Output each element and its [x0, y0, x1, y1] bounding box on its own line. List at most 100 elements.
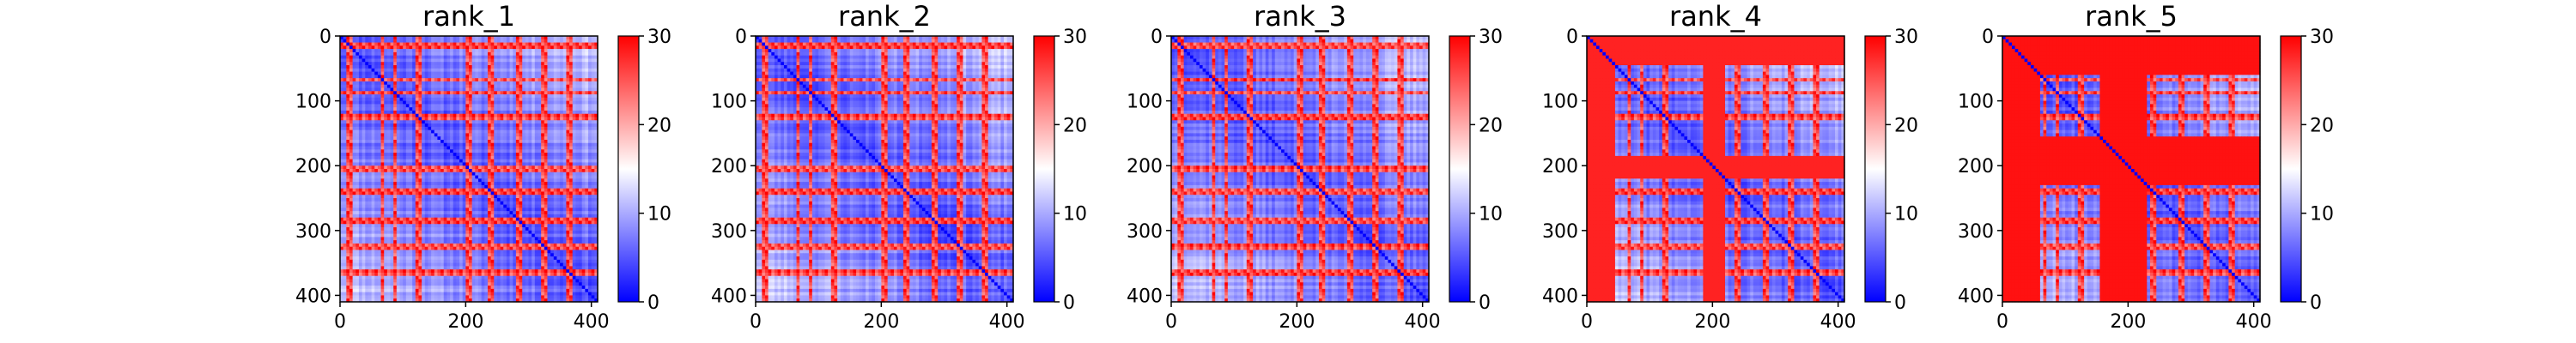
heatmap-cell — [494, 68, 498, 73]
heatmap-cell — [496, 91, 501, 95]
heatmap-cell — [377, 142, 382, 147]
heatmap-cell — [562, 184, 568, 190]
heatmap-cell — [475, 45, 479, 50]
heatmap-cell — [550, 100, 555, 105]
heatmap-cell — [569, 120, 574, 124]
heatmap-cell — [422, 198, 426, 202]
heatmap-cell — [374, 39, 379, 44]
heatmap-cell — [484, 100, 489, 105]
heatmap-cell — [506, 182, 511, 186]
heatmap-cell — [585, 201, 589, 206]
heatmap-cell — [566, 110, 570, 115]
heatmap-cell — [556, 133, 561, 137]
heatmap-cell — [456, 129, 460, 135]
heatmap-cell — [453, 87, 457, 92]
heatmap-cell — [484, 146, 489, 150]
heatmap-cell — [355, 182, 360, 186]
heatmap-cell — [553, 81, 558, 86]
heatmap-cell — [591, 201, 595, 206]
heatmap-cell — [475, 204, 479, 208]
heatmap-cell — [544, 204, 549, 208]
heatmap-cell — [591, 39, 595, 44]
heatmap-cell — [340, 182, 344, 186]
heatmap-cell — [355, 49, 360, 53]
heatmap-cell — [393, 68, 398, 73]
heatmap-cell — [484, 36, 489, 40]
heatmap-cell — [525, 178, 530, 183]
heatmap-cell — [465, 165, 470, 170]
heatmap-cell — [437, 227, 441, 232]
heatmap-cell — [594, 211, 598, 215]
heatmap-cell — [566, 198, 570, 202]
heatmap-cell — [358, 104, 363, 108]
heatmap-cell — [434, 68, 439, 73]
heatmap-cell — [532, 36, 536, 40]
heatmap-cell — [390, 42, 394, 46]
heatmap-cell — [415, 84, 420, 89]
heatmap-cell — [550, 172, 555, 177]
heatmap-cell — [346, 230, 350, 235]
heatmap-cell — [490, 172, 495, 177]
heatmap-cell — [437, 162, 441, 166]
heatmap-cell — [396, 100, 401, 105]
heatmap-cell — [534, 149, 539, 153]
heatmap-cell — [534, 201, 539, 206]
heatmap-cell — [500, 123, 504, 128]
heatmap-cell — [462, 75, 466, 79]
heatmap-cell — [569, 62, 574, 66]
heatmap-cell — [515, 45, 520, 50]
heatmap-cell — [443, 153, 447, 157]
heatmap-cell — [418, 133, 422, 137]
heatmap-cell — [475, 227, 479, 232]
heatmap-cell — [556, 162, 561, 166]
heatmap-cell — [547, 162, 551, 166]
heatmap-cell — [443, 136, 447, 141]
heatmap-cell — [477, 188, 483, 193]
heatmap-cell — [365, 195, 369, 199]
heatmap-cell — [415, 71, 420, 75]
heatmap-cell — [496, 162, 501, 166]
heatmap-cell — [393, 71, 398, 75]
heatmap-cell — [528, 49, 532, 53]
heatmap-cell — [471, 214, 476, 219]
heatmap-cell — [384, 155, 388, 160]
heatmap-cell — [494, 81, 498, 86]
heatmap-cell — [403, 211, 407, 215]
heatmap-cell — [581, 211, 586, 215]
heatmap-cell — [544, 71, 549, 75]
heatmap-cell — [377, 55, 382, 60]
heatmap-cell — [374, 117, 379, 121]
heatmap-cell — [424, 230, 429, 235]
heatmap-cell — [343, 191, 347, 196]
heatmap-cell — [399, 136, 404, 141]
heatmap-cell — [494, 49, 498, 53]
heatmap-cell — [459, 87, 464, 92]
heatmap-cell — [447, 224, 451, 228]
heatmap-cell — [487, 81, 492, 86]
heatmap-cell — [566, 208, 570, 212]
heatmap-cells — [340, 36, 598, 303]
heatmap-cell — [462, 123, 466, 128]
heatmap-cell — [343, 51, 347, 57]
heatmap-cell — [393, 113, 398, 118]
heatmap-cell — [349, 104, 354, 108]
heatmap-cell — [358, 159, 363, 164]
heatmap-cell — [352, 149, 356, 153]
heatmap-cell — [443, 58, 447, 63]
heatmap-cell — [534, 198, 539, 202]
heatmap-cell — [581, 217, 586, 222]
heatmap-cell — [418, 165, 422, 170]
heatmap-cell — [443, 165, 447, 170]
heatmap-cell — [547, 214, 551, 219]
heatmap-cell — [374, 195, 379, 199]
heatmap-cell — [579, 153, 583, 157]
heatmap-cell — [465, 104, 470, 108]
heatmap-cell — [365, 42, 369, 46]
heatmap-cell — [440, 198, 445, 202]
heatmap-cell — [500, 198, 504, 202]
heatmap-cell — [412, 227, 416, 232]
heatmap-cell — [594, 214, 598, 219]
heatmap-cell — [550, 201, 555, 206]
heatmap-cell — [503, 126, 507, 131]
heatmap-cell — [572, 78, 576, 82]
